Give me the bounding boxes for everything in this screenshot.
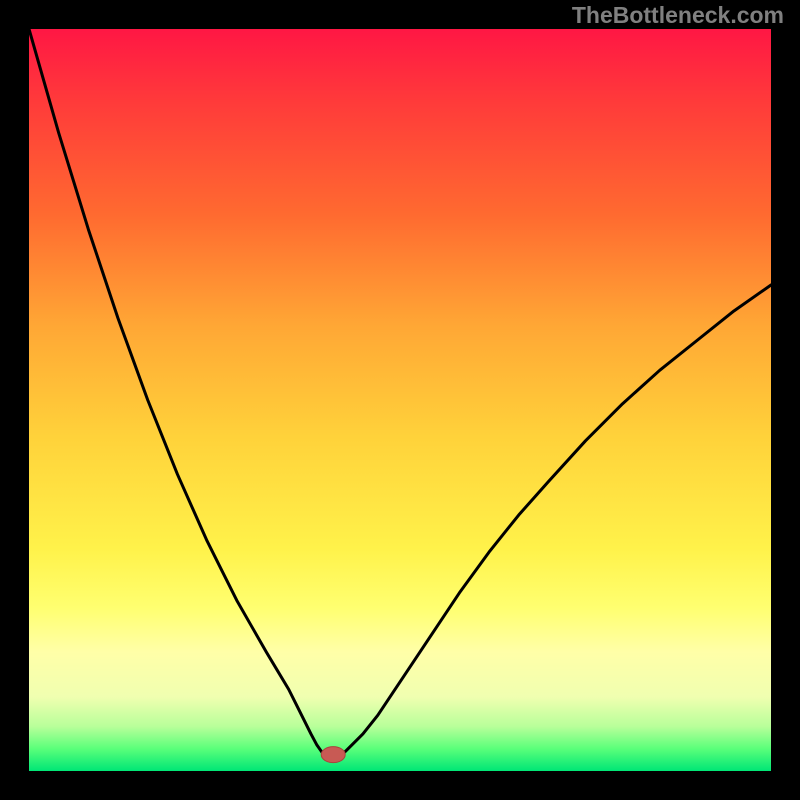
bottleneck-curve-chart	[29, 29, 771, 771]
watermark-text: TheBottleneck.com	[572, 2, 784, 29]
gradient-background	[29, 29, 771, 771]
optimum-marker	[321, 747, 345, 763]
chart-frame: TheBottleneck.com	[0, 0, 800, 800]
